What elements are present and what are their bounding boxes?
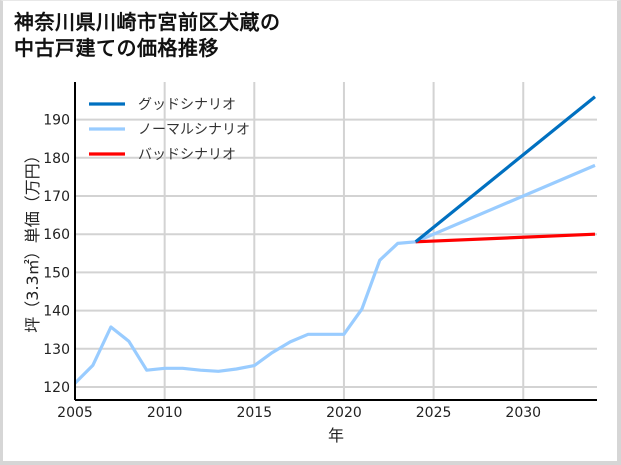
series-line-1 xyxy=(73,163,596,385)
legend-label: ノーマルシナリオ xyxy=(138,122,250,138)
tick-labels: 2005 2010 2015 2020 2025 2030 120 130 140 150 160 1… xyxy=(43,113,541,421)
x-tick-label: 2025 xyxy=(416,405,452,421)
series-line-2 xyxy=(415,232,596,244)
y-tick-label: 180 xyxy=(43,151,70,167)
y-tick-label: 130 xyxy=(43,342,70,358)
x-tick-label: 2015 xyxy=(236,405,272,421)
title-line-2: 中古戸建ての価格推移 xyxy=(14,36,219,60)
y-tick-label: 170 xyxy=(43,189,70,205)
x-axis-label: 年 xyxy=(328,426,344,445)
grid-lines xyxy=(75,82,597,400)
y-tick-label: 140 xyxy=(43,304,70,320)
y-axis-label: 坪（3.3㎡）単価（万円） xyxy=(23,147,42,332)
chart-title: 神奈川県川崎市宮前区犬蔵の 中古戸建ての価格推移 xyxy=(14,9,281,61)
x-tick-label: 2020 xyxy=(326,405,362,421)
y-tick-label: 150 xyxy=(43,265,70,281)
y-tick-label: 190 xyxy=(43,113,70,129)
axes xyxy=(74,82,597,401)
series-line-0 xyxy=(414,95,597,244)
y-tick-label: 120 xyxy=(43,380,70,396)
legend-label: グッドシナリオ xyxy=(138,97,236,113)
x-tick-label: 2005 xyxy=(57,405,93,421)
x-tick-label: 2030 xyxy=(505,405,541,421)
legend-label: バッドシナリオ xyxy=(138,147,236,163)
y-tick-label: 160 xyxy=(43,227,70,243)
x-tick-label: 2010 xyxy=(147,405,183,421)
data-lines xyxy=(73,95,597,385)
title-line-1: 神奈川県川崎市宮前区犬蔵の xyxy=(14,10,281,34)
